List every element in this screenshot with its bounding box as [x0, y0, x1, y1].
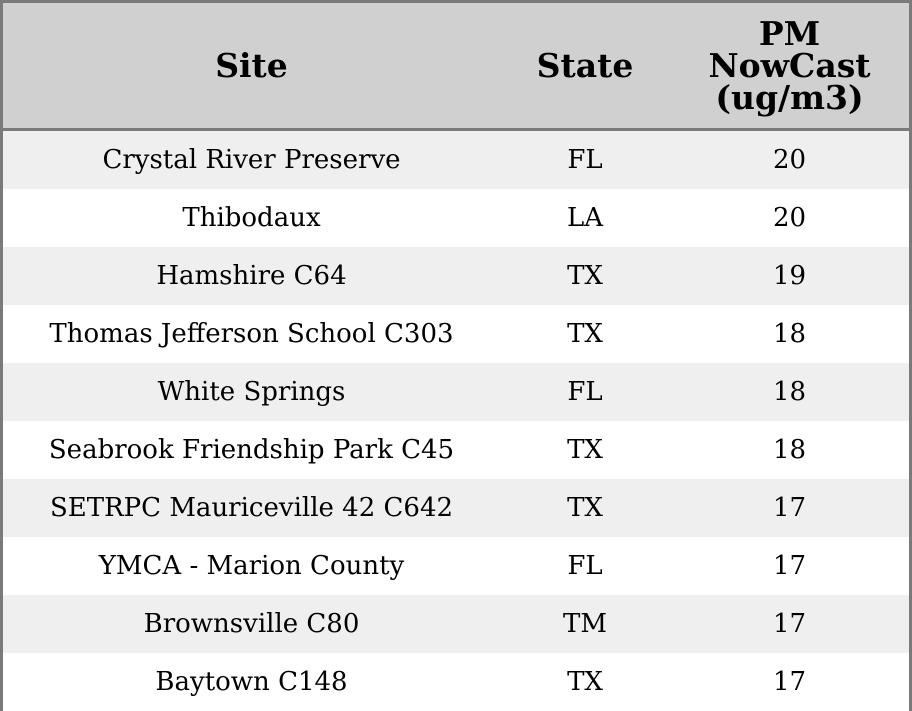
cell-state: FL	[500, 537, 670, 595]
table-row: White Springs FL 18	[3, 363, 909, 421]
cell-site: Thibodaux	[3, 189, 500, 247]
cell-pm-nowcast: 20	[670, 189, 909, 247]
cell-pm-nowcast: 19	[670, 247, 909, 305]
pm-nowcast-table: Site State PM NowCast (ug/m3) Crystal Ri…	[3, 3, 909, 711]
cell-site: YMCA - Marion County	[3, 537, 500, 595]
cell-pm-nowcast: 20	[670, 129, 909, 189]
table-row: YMCA - Marion County FL 17	[3, 537, 909, 595]
table-row: Brownsville C80 TM 17	[3, 595, 909, 653]
cell-state: FL	[500, 129, 670, 189]
table-row: Baytown C148 TX 17	[3, 653, 909, 711]
table-row: Thibodaux LA 20	[3, 189, 909, 247]
cell-site: Thomas Jefferson School C303	[3, 305, 500, 363]
cell-site: Seabrook Friendship Park C45	[3, 421, 500, 479]
cell-state: TX	[500, 653, 670, 711]
cell-state: FL	[500, 363, 670, 421]
pm-header-line-2: NowCast	[708, 45, 871, 85]
cell-state: TX	[500, 479, 670, 537]
cell-site: White Springs	[3, 363, 500, 421]
table-row: Hamshire C64 TX 19	[3, 247, 909, 305]
cell-state: TX	[500, 247, 670, 305]
table-row: Seabrook Friendship Park C45 TX 18	[3, 421, 909, 479]
cell-pm-nowcast: 17	[670, 595, 909, 653]
column-header-site: Site	[3, 3, 500, 131]
table-row: SETRPC Mauriceville 42 C642 TX 17	[3, 479, 909, 537]
column-header-pm-nowcast: PM NowCast (ug/m3)	[670, 3, 909, 131]
column-header-state: State	[500, 3, 670, 131]
cell-site: Brownsville C80	[3, 595, 500, 653]
cell-pm-nowcast: 18	[670, 421, 909, 479]
table-body: Crystal River Preserve FL 20 Thibodaux LA 20 H…	[3, 129, 909, 711]
cell-site: Baytown C148	[3, 653, 500, 711]
cell-state: LA	[500, 189, 670, 247]
cell-pm-nowcast: 18	[670, 363, 909, 421]
cell-pm-nowcast: 17	[670, 479, 909, 537]
cell-pm-nowcast: 17	[670, 653, 909, 711]
cell-state: TM	[500, 595, 670, 653]
table-header: Site State PM NowCast (ug/m3)	[3, 3, 909, 131]
cell-site: SETRPC Mauriceville 42 C642	[3, 479, 500, 537]
cell-site: Hamshire C64	[3, 247, 500, 305]
pm-header-line-1: PM	[758, 13, 821, 53]
pm-header-line-3: (ug/m3)	[715, 77, 864, 117]
table-row: Crystal River Preserve FL 20	[3, 129, 909, 189]
cell-site: Crystal River Preserve	[3, 129, 500, 189]
table-row: Thomas Jefferson School C303 TX 18	[3, 305, 909, 363]
cell-state: TX	[500, 305, 670, 363]
cell-state: TX	[500, 421, 670, 479]
header-row: Site State PM NowCast (ug/m3)	[3, 3, 909, 131]
cell-pm-nowcast: 17	[670, 537, 909, 595]
cell-pm-nowcast: 18	[670, 305, 909, 363]
